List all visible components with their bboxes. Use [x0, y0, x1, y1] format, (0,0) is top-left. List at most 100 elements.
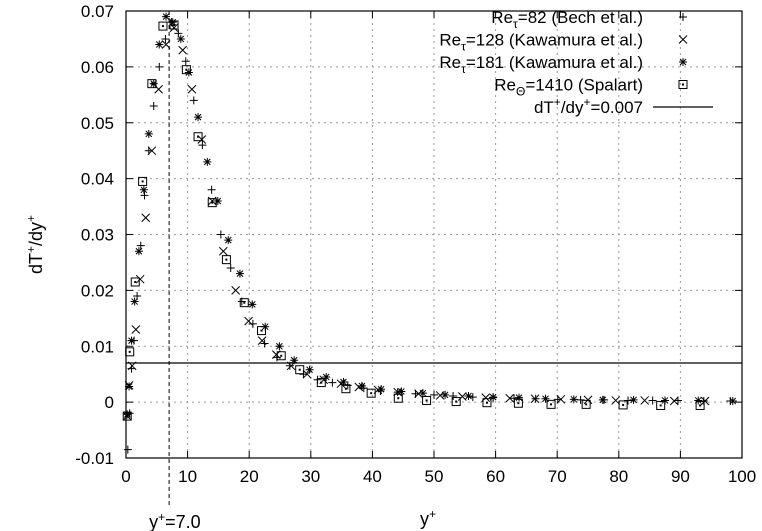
series-2-point [235, 269, 244, 278]
series-3-point [341, 384, 351, 394]
series-0-point [226, 264, 235, 273]
series-1-point [135, 274, 145, 284]
series-3-point [656, 400, 666, 410]
y-tick-label: 0 [105, 393, 114, 412]
x-tick-label: 50 [425, 467, 444, 486]
series-0-point [140, 191, 149, 200]
series-0-point [430, 390, 438, 399]
series-2-point [441, 390, 450, 399]
series-2-point [339, 378, 348, 387]
x-tick-label: 10 [178, 467, 197, 486]
series-2-point [275, 342, 284, 351]
x-axis-label: y+ [420, 507, 436, 529]
series-3-point [239, 298, 249, 308]
series-0-point [207, 185, 216, 194]
x-tick-labels: 0 10 20 30 40 50 60 70 80 90 100 [121, 467, 756, 486]
series-3-point [618, 400, 628, 410]
series-2-point [123, 410, 132, 419]
series-1-point [169, 23, 179, 33]
series-2-point [125, 382, 134, 391]
x-tick-label: 60 [486, 467, 505, 486]
series-1-point [530, 394, 540, 404]
series-2-point [728, 397, 737, 406]
series-1-point [244, 316, 253, 326]
series-2-point [139, 185, 148, 194]
series-3-point [513, 398, 523, 408]
series-2-point [515, 393, 524, 402]
x-tick-label: 100 [728, 467, 756, 486]
series-2-point [162, 12, 171, 21]
series-2-point [290, 356, 299, 365]
legend-entry-3: ReΘ=1410 (Spalart) [494, 76, 643, 99]
y-tick-label: -0.01 [75, 449, 114, 468]
series-0-point [181, 57, 190, 66]
series-0-point [123, 445, 132, 454]
grid [126, 11, 742, 458]
axis-ticks [125, 10, 743, 459]
series-3-point [366, 388, 376, 398]
y-tick-label: 0.01 [81, 337, 114, 356]
x-tick-label: 0 [121, 467, 130, 486]
series-1-point [505, 393, 515, 403]
series-2-point [377, 385, 386, 394]
series-2-point [194, 113, 203, 122]
y-tick-label: 0.02 [81, 281, 114, 300]
series-2-point [569, 395, 578, 404]
series-2-point [155, 40, 164, 49]
series-1-point [187, 84, 197, 94]
series-3-point [695, 400, 705, 410]
series-3-point [257, 326, 267, 336]
series-1-point [669, 396, 679, 406]
series-2-point [176, 34, 185, 43]
series-1-point [218, 246, 228, 256]
series-3-point [158, 21, 168, 31]
series-3-point [393, 393, 403, 403]
series-3-point [181, 65, 191, 75]
series-3-point [451, 397, 461, 407]
series-3-point [207, 198, 217, 208]
series-2-point [541, 394, 550, 403]
series-2-point [598, 395, 607, 404]
series-1-point [231, 286, 241, 295]
series-3-point [295, 365, 305, 375]
series-3-point [125, 347, 135, 357]
series-0-point [328, 378, 337, 387]
series-2-point [224, 236, 233, 245]
series-2-point [661, 396, 669, 405]
series-0-point [449, 391, 458, 400]
series-2-point [464, 391, 473, 400]
series-3-point [546, 399, 556, 409]
series-2-point [168, 18, 177, 27]
y-tick-label: 0.07 [81, 2, 114, 21]
legend-entry-4: dT+/dy+=0.007 [534, 95, 643, 117]
series-0-point [285, 361, 294, 370]
series-1-point [127, 361, 137, 371]
series-0-point [198, 141, 207, 150]
series-2-point [694, 396, 703, 405]
x-tick-label: 90 [671, 467, 690, 486]
x-tick-label: 40 [363, 467, 382, 486]
legend-entry-2: Reτ=181 (Kawamura et al.) [439, 53, 643, 76]
series-3-point [122, 411, 132, 421]
series-3-point [482, 398, 492, 408]
series-1-point [457, 392, 467, 401]
series-2-point [322, 372, 331, 381]
series-2-point [397, 387, 406, 396]
series-3-point [138, 176, 148, 186]
series-3-point [193, 132, 203, 142]
y-tick-label: 0.03 [81, 226, 114, 245]
y-tick-label: 0.04 [81, 170, 114, 189]
series-2-point [130, 297, 139, 306]
legend-entry-0: Reτ=82 (Bech et al.) [491, 8, 643, 31]
legend-sample-1 [678, 35, 688, 44]
series-0-point [161, 34, 170, 43]
series-2-point [203, 157, 212, 166]
series-0-point [343, 381, 352, 390]
series-0-point [248, 319, 257, 328]
series-1-point [178, 45, 188, 55]
series-2-point [144, 129, 153, 138]
series-3-point [221, 255, 231, 265]
series-2-point [134, 247, 143, 256]
series-1-point [147, 146, 157, 156]
